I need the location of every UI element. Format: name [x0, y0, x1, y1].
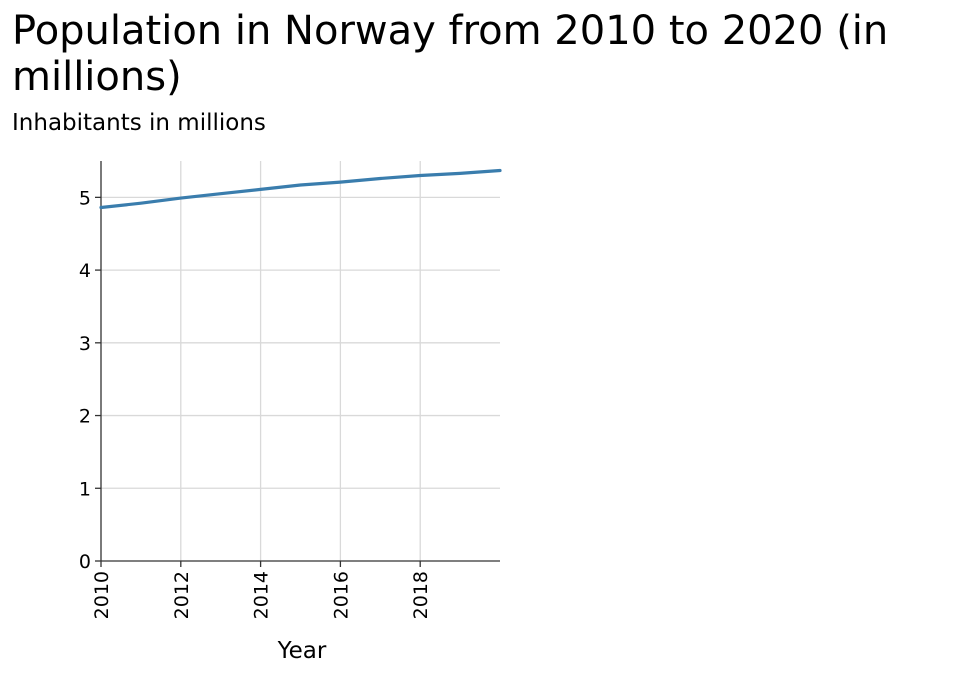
x-tick-label: 2018: [410, 571, 432, 619]
x-tick-label: 2014: [251, 571, 273, 619]
series-line: [99, 168, 502, 210]
grid: [101, 161, 500, 561]
x-tick-label: 2016: [330, 571, 352, 619]
chart-title: Population in Norway from 2010 to 2020 (…: [12, 8, 889, 100]
series-lines: [99, 168, 502, 210]
y-tick-label: 3: [79, 333, 91, 355]
x-ticks: 2010 2012 2014 2016 2018: [91, 561, 432, 619]
y-axis-title: Inhabitants in millions: [12, 110, 266, 136]
y-ticks: 0 1 2 3 4 5: [79, 187, 101, 573]
y-tick-label: 2: [79, 406, 91, 428]
x-axis-title: Year: [277, 638, 327, 664]
axes: [100, 161, 500, 562]
y-tick-label: 1: [79, 478, 91, 500]
y-tick-label: 5: [79, 187, 91, 209]
x-tick-label: 2012: [171, 571, 193, 619]
x-tick-label: 2010: [91, 571, 113, 619]
y-tick-label: 0: [79, 551, 91, 573]
y-tick-label: 4: [79, 260, 91, 282]
